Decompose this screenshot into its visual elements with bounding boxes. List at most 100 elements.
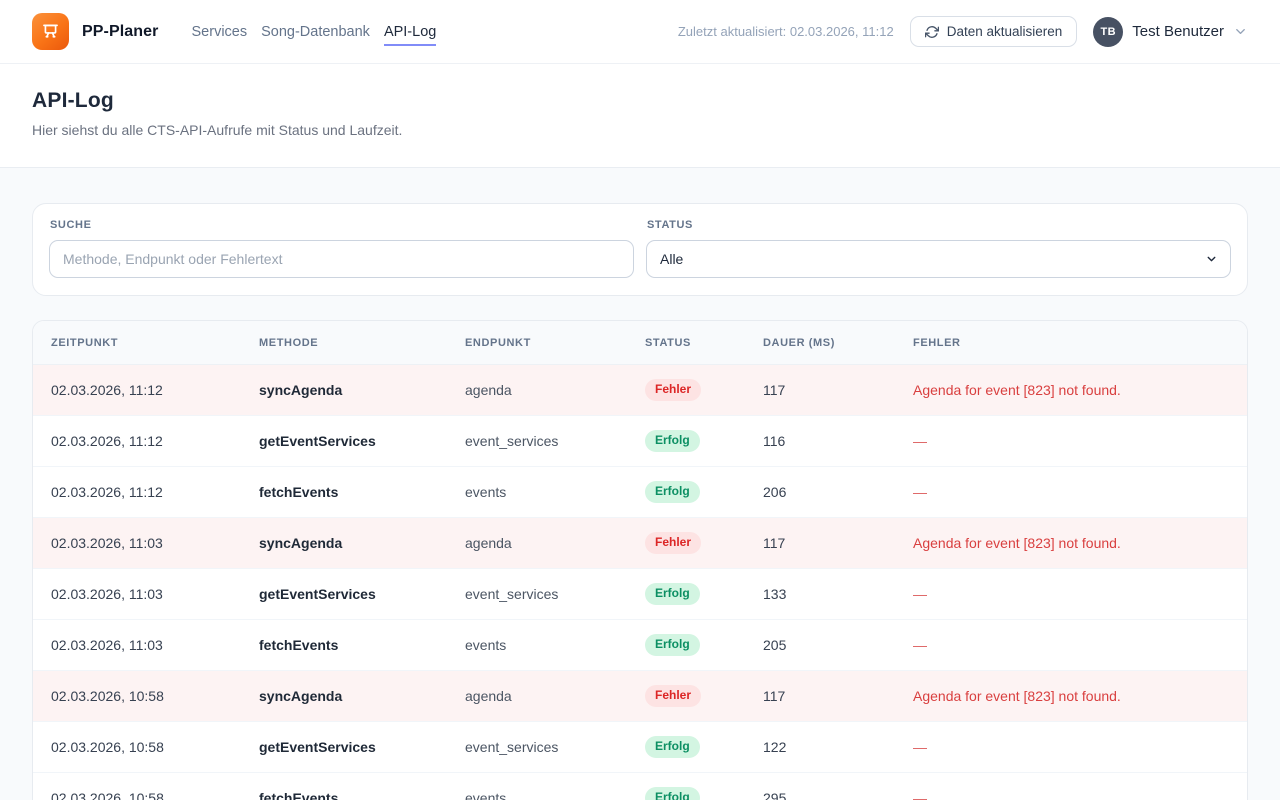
error-text: Agenda for event [823] not found. <box>913 382 1121 398</box>
column-header-1: METHODE <box>241 321 447 365</box>
page-subtitle: Hier siehst du alle CTS-API-Aufrufe mit … <box>32 122 403 138</box>
status-badge: Erfolg <box>645 583 700 605</box>
error-text: — <box>913 484 927 500</box>
app-header: PP-Planer Services Song-Datenbank API-Lo… <box>0 0 1280 64</box>
table-row: 02.03.2026, 11:03 syncAgenda agenda Fehl… <box>33 517 1247 569</box>
cell-zeitpunkt: 02.03.2026, 11:12 <box>33 415 241 467</box>
cell-fehler: Agenda for event [823] not found. <box>895 365 1247 416</box>
cell-dauer: 117 <box>763 382 786 398</box>
refresh-data-button[interactable]: Daten aktualisieren <box>909 16 1078 47</box>
cell-status: Erfolg <box>627 568 745 620</box>
cell-zeitpunkt: 02.03.2026, 10:58 <box>33 670 241 722</box>
cell-zeitpunkt: 02.03.2026, 11:03 <box>33 568 241 620</box>
cell-dauer: 205 <box>745 619 895 671</box>
status-select-wrap: Alle <box>646 240 1231 278</box>
page-title: API-Log <box>32 89 114 112</box>
status-badge: Fehler <box>645 379 702 401</box>
table-row: 02.03.2026, 11:12 fetchEvents events Erf… <box>33 466 1247 518</box>
status-select[interactable]: Alle <box>646 240 1231 278</box>
cell-dauer: 122 <box>745 721 895 773</box>
cell-methode: fetchEvents <box>241 466 447 518</box>
cell-zeitpunkt: 02.03.2026, 11:12 <box>33 466 241 518</box>
error-text: Agenda for event [823] not found. <box>913 688 1121 704</box>
header-left: PP-Planer Services Song-Datenbank API-Lo… <box>32 13 437 50</box>
cell-endpunkt: events <box>447 619 627 671</box>
cell-zeitpunkt: 02.03.2026, 11:03 <box>33 619 241 671</box>
cell-zeitpunkt: 02.03.2026, 11:03 <box>33 517 241 569</box>
main-nav: Services Song-Datenbank API-Log <box>192 18 437 46</box>
status-label: STATUS <box>647 219 693 231</box>
cell-status: Erfolg <box>627 415 745 467</box>
table-row: 02.03.2026, 11:03 fetchEvents events Erf… <box>33 619 1247 671</box>
nav-item-api-log[interactable]: API-Log <box>383 18 437 46</box>
status-badge: Fehler <box>645 532 702 554</box>
status-field-group: STATUS Alle <box>646 219 1231 278</box>
cell-dauer: 133 <box>745 568 895 620</box>
cell-methode: syncAgenda <box>241 670 447 722</box>
cell-status: Erfolg <box>627 721 745 773</box>
search-label: SUCHE <box>50 219 92 231</box>
refresh-icon <box>924 25 939 39</box>
cell-dauer: 206 <box>745 466 895 518</box>
cell-dauer: 117 <box>745 670 895 722</box>
cell-zeitpunkt: 02.03.2026, 10:58 <box>33 721 241 773</box>
column-header-4: DAUER (MS) <box>745 321 895 365</box>
filter-card: SUCHE STATUS Alle <box>32 203 1248 296</box>
api-log-table: ZEITPUNKT METHODE ENDPUNKT STATUS DAUER (MS)… <box>33 321 1247 800</box>
cell-zeitpunkt: 02.03.2026, 10:58 <box>33 772 241 800</box>
error-text: Agenda for event [823] not found. <box>913 535 1121 551</box>
refresh-button-label: Daten aktualisieren <box>946 24 1063 39</box>
error-text: — <box>913 433 927 449</box>
cell-methode: fetchEvents <box>241 772 447 800</box>
header-right: Zuletzt aktualisiert: 02.03.2026, 11:12 … <box>678 16 1248 47</box>
cell-methode: getEventServices <box>241 568 447 620</box>
cell-endpunkt: agenda <box>465 382 512 398</box>
user-menu[interactable]: TB Test Benutzer <box>1093 16 1248 47</box>
status-badge: Erfolg <box>645 787 700 800</box>
table-row: 02.03.2026, 11:03 getEventServices event… <box>33 568 1247 620</box>
app-logo <box>32 13 69 50</box>
search-input[interactable] <box>49 240 634 278</box>
main-content: SUCHE STATUS Alle <box>0 168 1280 800</box>
cell-dauer: 117 <box>745 517 895 569</box>
cell-endpunkt: event_services <box>447 721 627 773</box>
status-badge: Fehler <box>645 685 702 707</box>
cell-endpunkt: event_services <box>447 568 627 620</box>
table-row: 02.03.2026, 10:58 fetchEvents events Erf… <box>33 772 1247 800</box>
column-header-0: ZEITPUNKT <box>33 321 241 365</box>
nav-item-services[interactable]: Services <box>191 23 248 40</box>
cell-methode: fetchEvents <box>241 619 447 671</box>
search-field-group: SUCHE <box>49 219 634 278</box>
error-text: — <box>913 790 927 800</box>
cell-fehler: — <box>895 466 1247 518</box>
api-log-table-card: ZEITPUNKT METHODE ENDPUNKT STATUS DAUER (MS)… <box>32 320 1248 800</box>
cell-status: Fehler <box>627 365 745 416</box>
cell-status: Fehler <box>627 517 745 569</box>
error-text: — <box>913 739 927 755</box>
cell-status: Erfolg <box>627 466 745 518</box>
cell-methode: syncAgenda <box>241 517 447 569</box>
last-updated-text: Zuletzt aktualisiert: 02.03.2026, 11:12 <box>677 24 894 39</box>
cell-endpunkt: agenda <box>447 517 627 569</box>
user-name: Test Benutzer <box>1132 23 1224 40</box>
status-badge: Erfolg <box>645 634 700 656</box>
brand-name: PP-Planer <box>82 22 159 40</box>
presentation-board-icon <box>40 21 61 42</box>
cell-methode: getEventServices <box>241 415 447 467</box>
nav-item-song-datenbank[interactable]: Song-Datenbank <box>261 23 370 40</box>
cell-fehler: — <box>895 568 1247 620</box>
avatar: TB <box>1093 16 1124 47</box>
table-row: 02.03.2026, 10:58 syncAgenda agenda Fehl… <box>33 670 1247 722</box>
cell-fehler: — <box>895 772 1247 800</box>
cell-dauer: 116 <box>745 415 895 467</box>
table-body: 02.03.2026, 11:12 syncAgenda agenda Fehl… <box>33 364 1247 800</box>
status-badge: Erfolg <box>645 736 700 758</box>
table-row: 02.03.2026, 11:12 getEventServices event… <box>33 415 1247 467</box>
cell-endpunkt: agenda <box>447 670 627 722</box>
cell-methode: getEventServices <box>241 721 447 773</box>
table-row: 02.03.2026, 10:58 getEventServices event… <box>33 721 1247 773</box>
cell-fehler: — <box>895 415 1247 467</box>
cell-fehler: — <box>895 619 1247 671</box>
cell-fehler: Agenda for event [823] not found. <box>895 517 1247 569</box>
page-header: API-Log Hier siehst du alle CTS-API-Aufr… <box>0 64 1280 168</box>
